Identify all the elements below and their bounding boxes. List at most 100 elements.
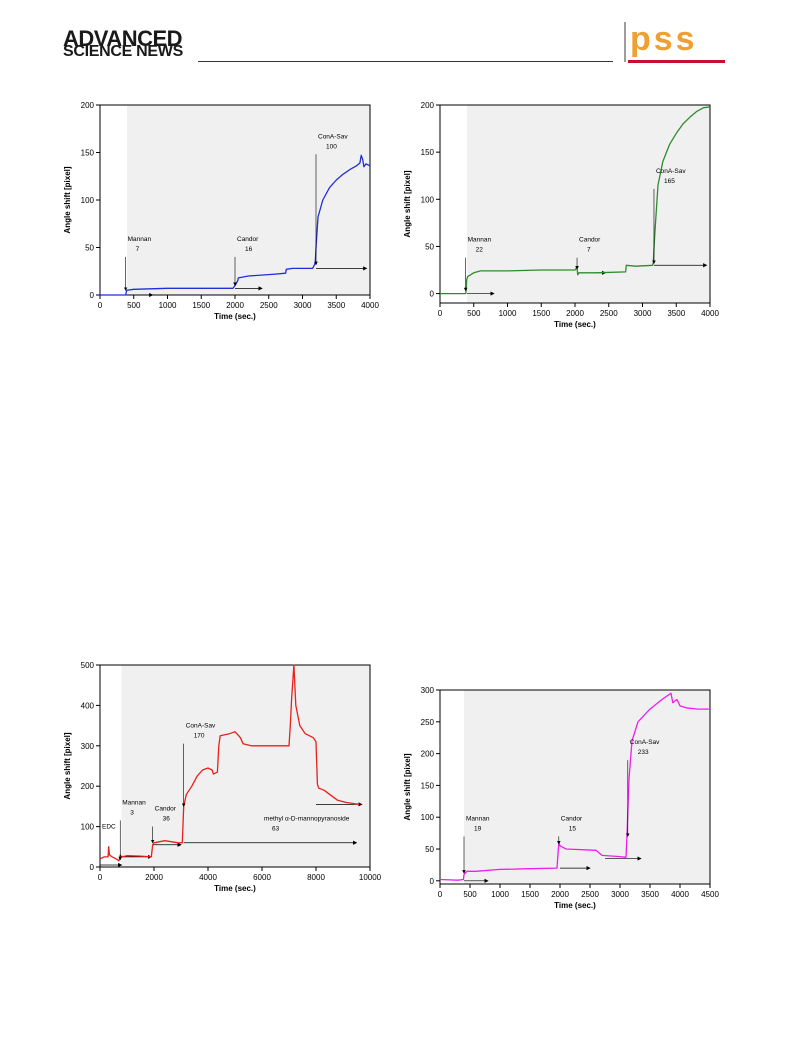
y-tick-label: 150 bbox=[421, 148, 435, 157]
y-tick-label: 150 bbox=[81, 149, 95, 158]
y-tick-label: 0 bbox=[430, 877, 435, 886]
chart-mannan-candor-consav-magenta: 0 500 1000 1500 2000 2500 3000 3500 4000 4500 0 50 1… bbox=[403, 686, 719, 910]
x-axis-label: Time (sec.) bbox=[554, 320, 596, 329]
annotation-value: 15 bbox=[569, 825, 577, 832]
data-series-line bbox=[100, 154, 371, 296]
annotation-label: Candor bbox=[237, 236, 259, 243]
annotation-label: Candor bbox=[155, 805, 177, 812]
data-series-line bbox=[440, 106, 711, 295]
y-tick-label: 0 bbox=[430, 290, 435, 299]
x-tick-label: 1500 bbox=[192, 301, 210, 310]
y-tick-label: 300 bbox=[81, 742, 95, 751]
x-tick-label: 1000 bbox=[491, 890, 509, 899]
chart-shaded-region bbox=[464, 690, 710, 884]
annotation-label: Mannan bbox=[122, 799, 146, 806]
y-tick-label: 100 bbox=[421, 195, 435, 204]
x-axis-label: Time (sec.) bbox=[214, 312, 256, 321]
journal-logo: pss bbox=[620, 20, 725, 64]
annotation-label: Mannan bbox=[468, 237, 492, 244]
annotation-label: Mannan bbox=[466, 815, 490, 822]
x-tick-label: 0 bbox=[98, 301, 103, 310]
annotation-label: ConA-Sav bbox=[656, 168, 686, 175]
annotation-value: 165 bbox=[664, 178, 675, 185]
y-tick-label: 50 bbox=[425, 845, 434, 854]
y-tick-label: 50 bbox=[85, 244, 94, 253]
annotation-value: 100 bbox=[326, 143, 337, 150]
publisher-logo-line2: SCIENCE NEWS bbox=[63, 43, 183, 60]
annotation-label: ConA-Sav bbox=[186, 723, 216, 730]
x-tick-label: 2500 bbox=[600, 309, 618, 318]
y-axis-label: Angle shift [pixel] bbox=[403, 170, 412, 237]
annotation-value: 22 bbox=[476, 247, 484, 254]
y-tick-label: 400 bbox=[81, 701, 95, 710]
x-tick-label: 3000 bbox=[634, 309, 652, 318]
chart-shaded-region bbox=[121, 665, 370, 867]
annotation-value: 7 bbox=[136, 246, 140, 253]
y-tick-label: 500 bbox=[81, 661, 95, 670]
publisher-logo-line1: ADVANCED bbox=[63, 26, 183, 51]
x-axis-label: Time (sec.) bbox=[554, 901, 596, 910]
x-tick-label: 3000 bbox=[611, 890, 629, 899]
x-tick-label: 4000 bbox=[361, 301, 379, 310]
page-header: ADVANCED SCIENCE NEWS pss bbox=[0, 0, 793, 80]
y-tick-label: 250 bbox=[421, 718, 435, 727]
x-tick-label: 10000 bbox=[359, 873, 382, 882]
annotation-value: 170 bbox=[194, 733, 205, 740]
x-tick-label: 2000 bbox=[226, 301, 244, 310]
annotation-value: 19 bbox=[474, 825, 482, 832]
y-tick-label: 150 bbox=[421, 781, 435, 790]
x-tick-label: 4000 bbox=[701, 309, 719, 318]
annotation-value: 7 bbox=[587, 247, 591, 254]
x-axis-label: Time (sec.) bbox=[214, 884, 256, 893]
x-tick-label: 0 bbox=[438, 890, 443, 899]
x-tick-label: 1500 bbox=[521, 890, 539, 899]
y-axis-label: Angle shift [pixel] bbox=[63, 166, 72, 233]
x-tick-label: 4000 bbox=[199, 873, 217, 882]
annotation-label: ConA-Sav bbox=[318, 133, 348, 140]
x-tick-label: 2000 bbox=[145, 873, 163, 882]
chart-mannan-candor-consav-green: 0 500 1000 1500 2000 2500 3000 3500 4000 0 50 100 15… bbox=[403, 101, 719, 329]
x-tick-label: 3500 bbox=[327, 301, 345, 310]
annotation-value: 16 bbox=[245, 246, 253, 253]
annotation-value: 233 bbox=[638, 749, 649, 756]
x-tick-label: 500 bbox=[463, 890, 477, 899]
y-tick-label: 200 bbox=[421, 101, 435, 110]
x-tick-label: 1500 bbox=[532, 309, 550, 318]
annotation-label: EDC bbox=[102, 824, 116, 831]
plot-frame bbox=[99, 664, 371, 868]
x-tick-label: 0 bbox=[438, 309, 443, 318]
x-tick-label: 500 bbox=[467, 309, 481, 318]
annotation-label: Candor bbox=[561, 815, 583, 822]
annotation-value: 63 bbox=[272, 826, 280, 833]
chart-shaded-region bbox=[467, 105, 710, 303]
chart-mannan-candor-consav-blue: 0 500 1000 1500 2000 2500 3000 3500 4000 0 50 100 15… bbox=[63, 101, 379, 321]
x-tick-label: 8000 bbox=[307, 873, 325, 882]
data-series-line bbox=[439, 692, 710, 881]
annotation-label: ConA-Sav bbox=[630, 739, 660, 746]
y-axis-label: Angle shift [pixel] bbox=[403, 753, 412, 820]
annotation-value: 36 bbox=[163, 815, 171, 822]
plot-frame bbox=[439, 689, 711, 885]
annotation-label: Mannan bbox=[128, 236, 152, 243]
journal-logo-underline bbox=[628, 60, 725, 63]
x-tick-label: 3000 bbox=[294, 301, 312, 310]
annotation-label: methyl α-D-mannopyranoside bbox=[264, 816, 350, 823]
y-tick-label: 100 bbox=[81, 823, 95, 832]
y-tick-label: 50 bbox=[425, 242, 434, 251]
x-tick-label: 4500 bbox=[701, 890, 719, 899]
y-tick-label: 100 bbox=[81, 196, 95, 205]
annotation-value: 3 bbox=[130, 809, 134, 816]
chart-edc-mannan-inhibitor-red: 0 2000 4000 6000 8000 10000 0 100 200 300 400 500 Ti… bbox=[63, 661, 382, 893]
y-tick-label: 200 bbox=[81, 101, 95, 110]
journal-logo-bar bbox=[624, 22, 626, 62]
chart-shaded-region bbox=[127, 105, 370, 295]
y-tick-label: 0 bbox=[90, 291, 95, 300]
data-series-line bbox=[99, 664, 360, 862]
y-tick-label: 300 bbox=[421, 686, 435, 695]
x-tick-label: 1000 bbox=[499, 309, 517, 318]
x-tick-label: 2000 bbox=[566, 309, 584, 318]
journal-logo-text: pss bbox=[630, 20, 698, 58]
y-tick-label: 200 bbox=[81, 782, 95, 791]
x-tick-label: 3500 bbox=[667, 309, 685, 318]
y-axis-label: Angle shift [pixel] bbox=[63, 732, 72, 799]
